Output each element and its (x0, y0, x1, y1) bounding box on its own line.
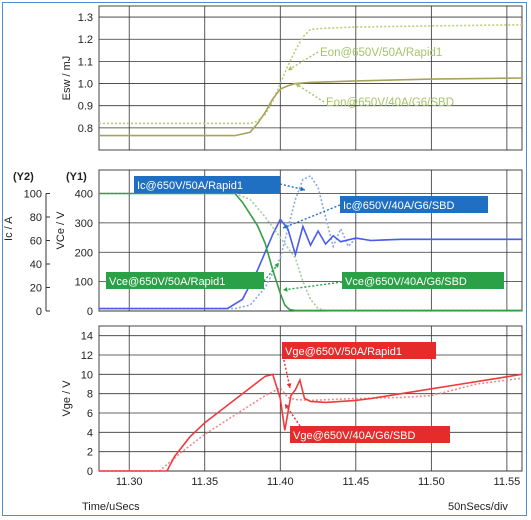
y2-tick-label: 100 (24, 189, 42, 201)
annotation-arrow-head (287, 65, 293, 71)
y1-tick-label: 200 (75, 247, 93, 259)
y-tick-label: 8 (87, 389, 93, 401)
y-tick-label: 12 (81, 350, 93, 362)
y1-tick-label: 300 (75, 218, 93, 230)
annotation-label: Vce@650V/40A/G6/SBD (345, 276, 467, 288)
annotation-label-bg (342, 272, 504, 289)
x-tick-label: 11.35 (191, 476, 218, 488)
y-tick-label: 2 (87, 447, 93, 459)
y-tick-label: 0 (87, 466, 93, 478)
annotation-arrow (287, 51, 319, 71)
y-axis-label: Vge / V (61, 380, 73, 417)
y1-tick-label: 400 (75, 189, 93, 201)
annotation-arrow (284, 403, 301, 427)
y-tick-label: 0.9 (78, 101, 93, 113)
annotation-arrow (282, 355, 291, 389)
y-tick-label: 4 (87, 427, 93, 439)
series-line (99, 192, 522, 312)
y1-tick-label: 0 (87, 306, 93, 318)
annotation-label: Eon@650V/50A/Rapid1 (320, 47, 442, 59)
panel-vge: 0 2 4 6 8 10 12 14 11.30 11.35 11.40 11.45 11.50 11.5… (61, 325, 523, 488)
annotation-label: Ic@650V/50A/Rapid1 (137, 180, 243, 192)
panel-vce-ic: 0 100 200 300 400 0 20 40 60 80 100 (Y2) (Y1) Ic / A V… (3, 169, 523, 318)
x-tick-label: 11.45 (342, 476, 369, 488)
annotation-arrow-head (274, 263, 279, 268)
y2-tick-label: 40 (30, 259, 42, 271)
y-tick-label: 1.3 (78, 12, 93, 24)
y-tick-label: 1.2 (78, 34, 93, 46)
annotation-arrow-head (283, 287, 288, 292)
series-line (99, 377, 523, 472)
y-tick-label: 1.1 (78, 56, 93, 68)
annotation-label: Ic@650V/40A/G6/SBD (343, 200, 455, 212)
y2-tick-label: 80 (30, 212, 42, 224)
series-line (99, 77, 523, 137)
y-axis-label: Esw / mJ (61, 56, 73, 101)
outer-frame (2, 2, 527, 516)
y1-axis-label: VCe / V (55, 211, 67, 250)
x-tick-label: 11.50 (418, 476, 445, 488)
annotation-arrow-head (286, 383, 292, 388)
y-tick-label: 6 (87, 408, 93, 420)
series-line (99, 192, 522, 312)
time-scale-label: 50nSecs/div (448, 501, 508, 513)
y2-tick-label: 20 (30, 283, 42, 295)
x-tick-label: 11.40 (267, 476, 294, 488)
y1-tick-label: 100 (75, 277, 93, 289)
annotation-label-bg (290, 426, 450, 443)
y-tick-label: 14 (81, 331, 93, 343)
annotation-label-bg (340, 196, 488, 213)
annotation-label: Vce@650V/50A/Rapid1 (109, 276, 225, 288)
x-tick-label: 11.55 (494, 476, 521, 488)
y-tick-label: 0.8 (78, 123, 93, 135)
y1-tag: (Y1) (66, 171, 87, 183)
y2-tag: (Y2) (13, 171, 34, 183)
x-axis-label: Time/uSecs (82, 501, 140, 513)
annotation-arrow (282, 281, 343, 291)
annotation-arrow-head (300, 186, 305, 192)
annotation-arrow-head (285, 404, 290, 409)
series-line (99, 24, 523, 125)
annotation-label-bg (106, 272, 264, 289)
y2-tick-label: 60 (30, 236, 42, 248)
annotation-label-bg (282, 342, 436, 359)
annotation-label: Vge@650V/50A/Rapid1 (285, 346, 402, 358)
annotation-arrow-head (295, 83, 301, 88)
y2-axis-label: Ic / A (3, 216, 15, 241)
series-line (99, 217, 522, 310)
annotation-arrow-head (283, 224, 288, 229)
annotation-label: Eon@650V/40A/G6/SBD (326, 97, 454, 109)
annotation-label-bg (134, 176, 280, 193)
annotation-label: Vge@650V/40A/G6/SBD (293, 430, 416, 442)
y-tick-label: 1.0 (78, 79, 93, 91)
panel-esw: 0.8 0.9 1.0 1.1 1.2 1.3 Esw / mJ Eon@650V/50A/R… (61, 5, 523, 151)
annotation-arrow (295, 82, 325, 103)
series-line (99, 373, 523, 472)
y-tick-label: 10 (81, 369, 93, 381)
y2-tick-label: 0 (36, 306, 42, 318)
x-tick-label: 11.30 (116, 476, 143, 488)
